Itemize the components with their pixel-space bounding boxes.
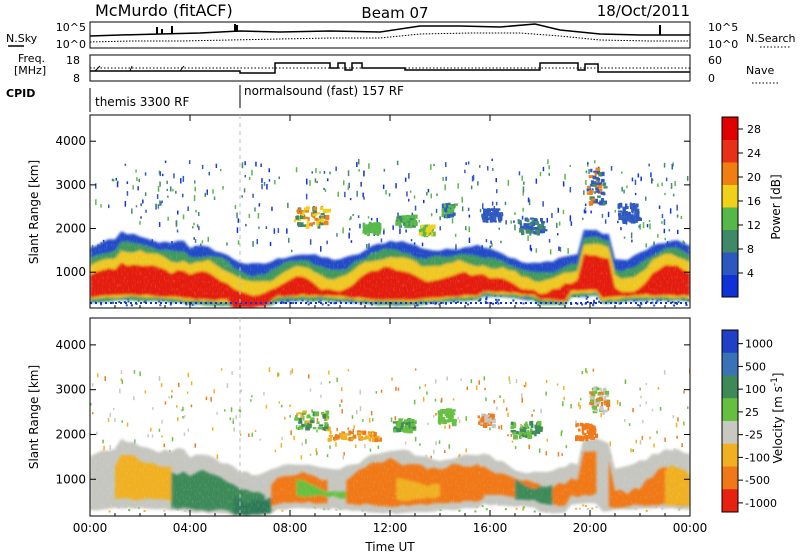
velocity-ylabel: Slant Range [km] (27, 365, 41, 469)
nsearch-tick-top: 10^5 (708, 21, 738, 34)
freq-tick-top: 18 (66, 54, 80, 67)
ytick-label: 4000 (55, 134, 86, 148)
velocity-colorbar-label: Velocity [m s-1] (770, 373, 785, 464)
colorbar-swatch (722, 139, 738, 163)
power-colorbar-ticks: 4 8 12 16 20 24 28 (738, 123, 761, 280)
power-panel: 1000 2000 3000 4000 Slant Range [km] (27, 114, 691, 309)
power-colorbar-frame (721, 116, 739, 298)
xtick-label: 00:00 (73, 521, 108, 535)
ytick-label: 2000 (55, 222, 86, 236)
colorbar-tick-label: 25 (745, 406, 759, 419)
cpid-segment-2: normalsound (fast) 157 RF (244, 84, 404, 98)
power-colorbar: 4 8 12 16 20 24 28 Power [dB] (721, 116, 783, 298)
colorbar-swatch (722, 252, 738, 275)
colorbar-swatch (722, 352, 738, 376)
colorbar-swatch (722, 398, 738, 422)
colorbar-swatch (722, 466, 738, 490)
velocity-colorbar-swatches (722, 330, 738, 513)
colorbar-swatch (722, 274, 738, 298)
colorbar-tick-label: 28 (747, 123, 761, 136)
velocity-xaxis: 00:00 04:00 08:00 12:00 16:00 20:00 00:00 (73, 318, 708, 535)
xtick-label: 16:00 (473, 521, 508, 535)
freq-label-1: Freq. (18, 52, 45, 65)
colorbar-swatch (722, 184, 738, 208)
nsearch-tick-bottom: 10^0 (708, 38, 738, 51)
nsky-panel (89, 21, 691, 49)
colorbar-tick-label: -500 (745, 474, 770, 487)
colorbar-swatch (722, 330, 738, 354)
colorbar-tick-label: 20 (747, 171, 761, 184)
xtick-label: 04:00 (173, 521, 208, 535)
colorbar-swatch (722, 421, 738, 445)
colorbar-tick-label: 12 (747, 219, 761, 232)
colorbar-swatch (722, 162, 738, 185)
ytick-label: 3000 (55, 178, 86, 192)
power-data (90, 115, 690, 308)
xtick-label: 00:00 (673, 521, 708, 535)
power-texture (90, 115, 690, 308)
freq-tick-bottom: 8 (73, 72, 80, 85)
power-yaxis: 1000 2000 3000 4000 (55, 134, 690, 279)
colorbar-tick-label: -100 (745, 451, 770, 464)
date-title: 18/Oct/2011 (597, 2, 690, 20)
ytick-label: 3000 (55, 383, 86, 397)
colorbar-tick-label: 4 (747, 267, 754, 280)
velocity-panel: 1000 2000 3000 4000 00:00 04:00 08:00 12:00 16:… (27, 317, 708, 554)
colorbar-swatch (722, 443, 738, 467)
colorbar-tick-label: 16 (747, 195, 761, 208)
velocity-xlabel: Time UT (364, 540, 415, 554)
velocity-colorbar-ticks: 1000 500 100 25 -25 -100 -500 -1000 (738, 338, 777, 510)
colorbar-tick-label: 24 (747, 147, 761, 160)
nave-tick-top: 60 (708, 54, 722, 67)
colorbar-swatch (722, 229, 738, 253)
colorbar-tick-label: -25 (745, 429, 763, 442)
cpid-label: CPID (6, 87, 35, 100)
colorbar-tick-label: 8 (747, 243, 754, 256)
colorbar-tick-label: 100 (745, 383, 766, 396)
xtick-label: 08:00 (273, 521, 308, 535)
colorbar-swatch (722, 489, 738, 513)
ytick-label: 2000 (55, 427, 86, 441)
ytick-label: 4000 (55, 338, 86, 352)
power-colorbar-swatches (722, 117, 738, 298)
velocity-data (90, 318, 690, 516)
power-colorbar-label: Power [dB] (769, 174, 783, 239)
ytick-label: 1000 (55, 472, 86, 486)
freq-trace (90, 62, 690, 74)
velocity-texture (90, 318, 690, 516)
colorbar-tick-label: 500 (745, 360, 766, 373)
station-title: McMurdo (fitACF) (95, 1, 233, 20)
colorbar-swatch (722, 207, 738, 230)
power-xticks (89, 115, 691, 308)
beam-title: Beam 07 (361, 4, 428, 22)
cpid-segment-1: themis 3300 RF (95, 95, 189, 109)
nsky-trace (89, 23, 690, 37)
xtick-label: 12:00 (373, 521, 408, 535)
nsearch-label: N.Search (746, 32, 796, 45)
colorbar-tick-label: -1000 (745, 497, 777, 510)
velocity-colorbar-frame (721, 329, 739, 513)
nsky-tick-top: 10^5 (56, 21, 86, 34)
freq-spikes (94, 65, 185, 72)
freq-label-2: [MHz] (14, 64, 46, 77)
colorbar-swatch (722, 117, 738, 140)
nsearch-trace (89, 32, 690, 43)
colorbar-swatch (722, 375, 738, 399)
nave-tick-bottom: 0 (708, 72, 715, 85)
power-ylabel: Slant Range [km] (27, 160, 41, 264)
nsky-spikes (156, 24, 661, 35)
nsky-label: N.Sky (6, 32, 38, 45)
velocity-yaxis: 1000 2000 3000 4000 (55, 338, 690, 486)
nave-label: Nave (746, 64, 774, 77)
ytick-label: 1000 (55, 265, 86, 279)
colorbar-tick-label: 1000 (745, 338, 773, 351)
nsky-tick-bottom: 10^0 (56, 38, 86, 51)
xtick-label: 20:00 (573, 521, 608, 535)
velocity-colorbar: 1000 500 100 25 -25 -100 -500 -1000 Velocity [m… (721, 329, 785, 513)
